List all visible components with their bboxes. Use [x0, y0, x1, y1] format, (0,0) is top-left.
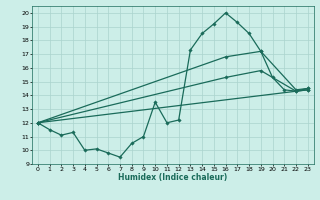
- X-axis label: Humidex (Indice chaleur): Humidex (Indice chaleur): [118, 173, 228, 182]
